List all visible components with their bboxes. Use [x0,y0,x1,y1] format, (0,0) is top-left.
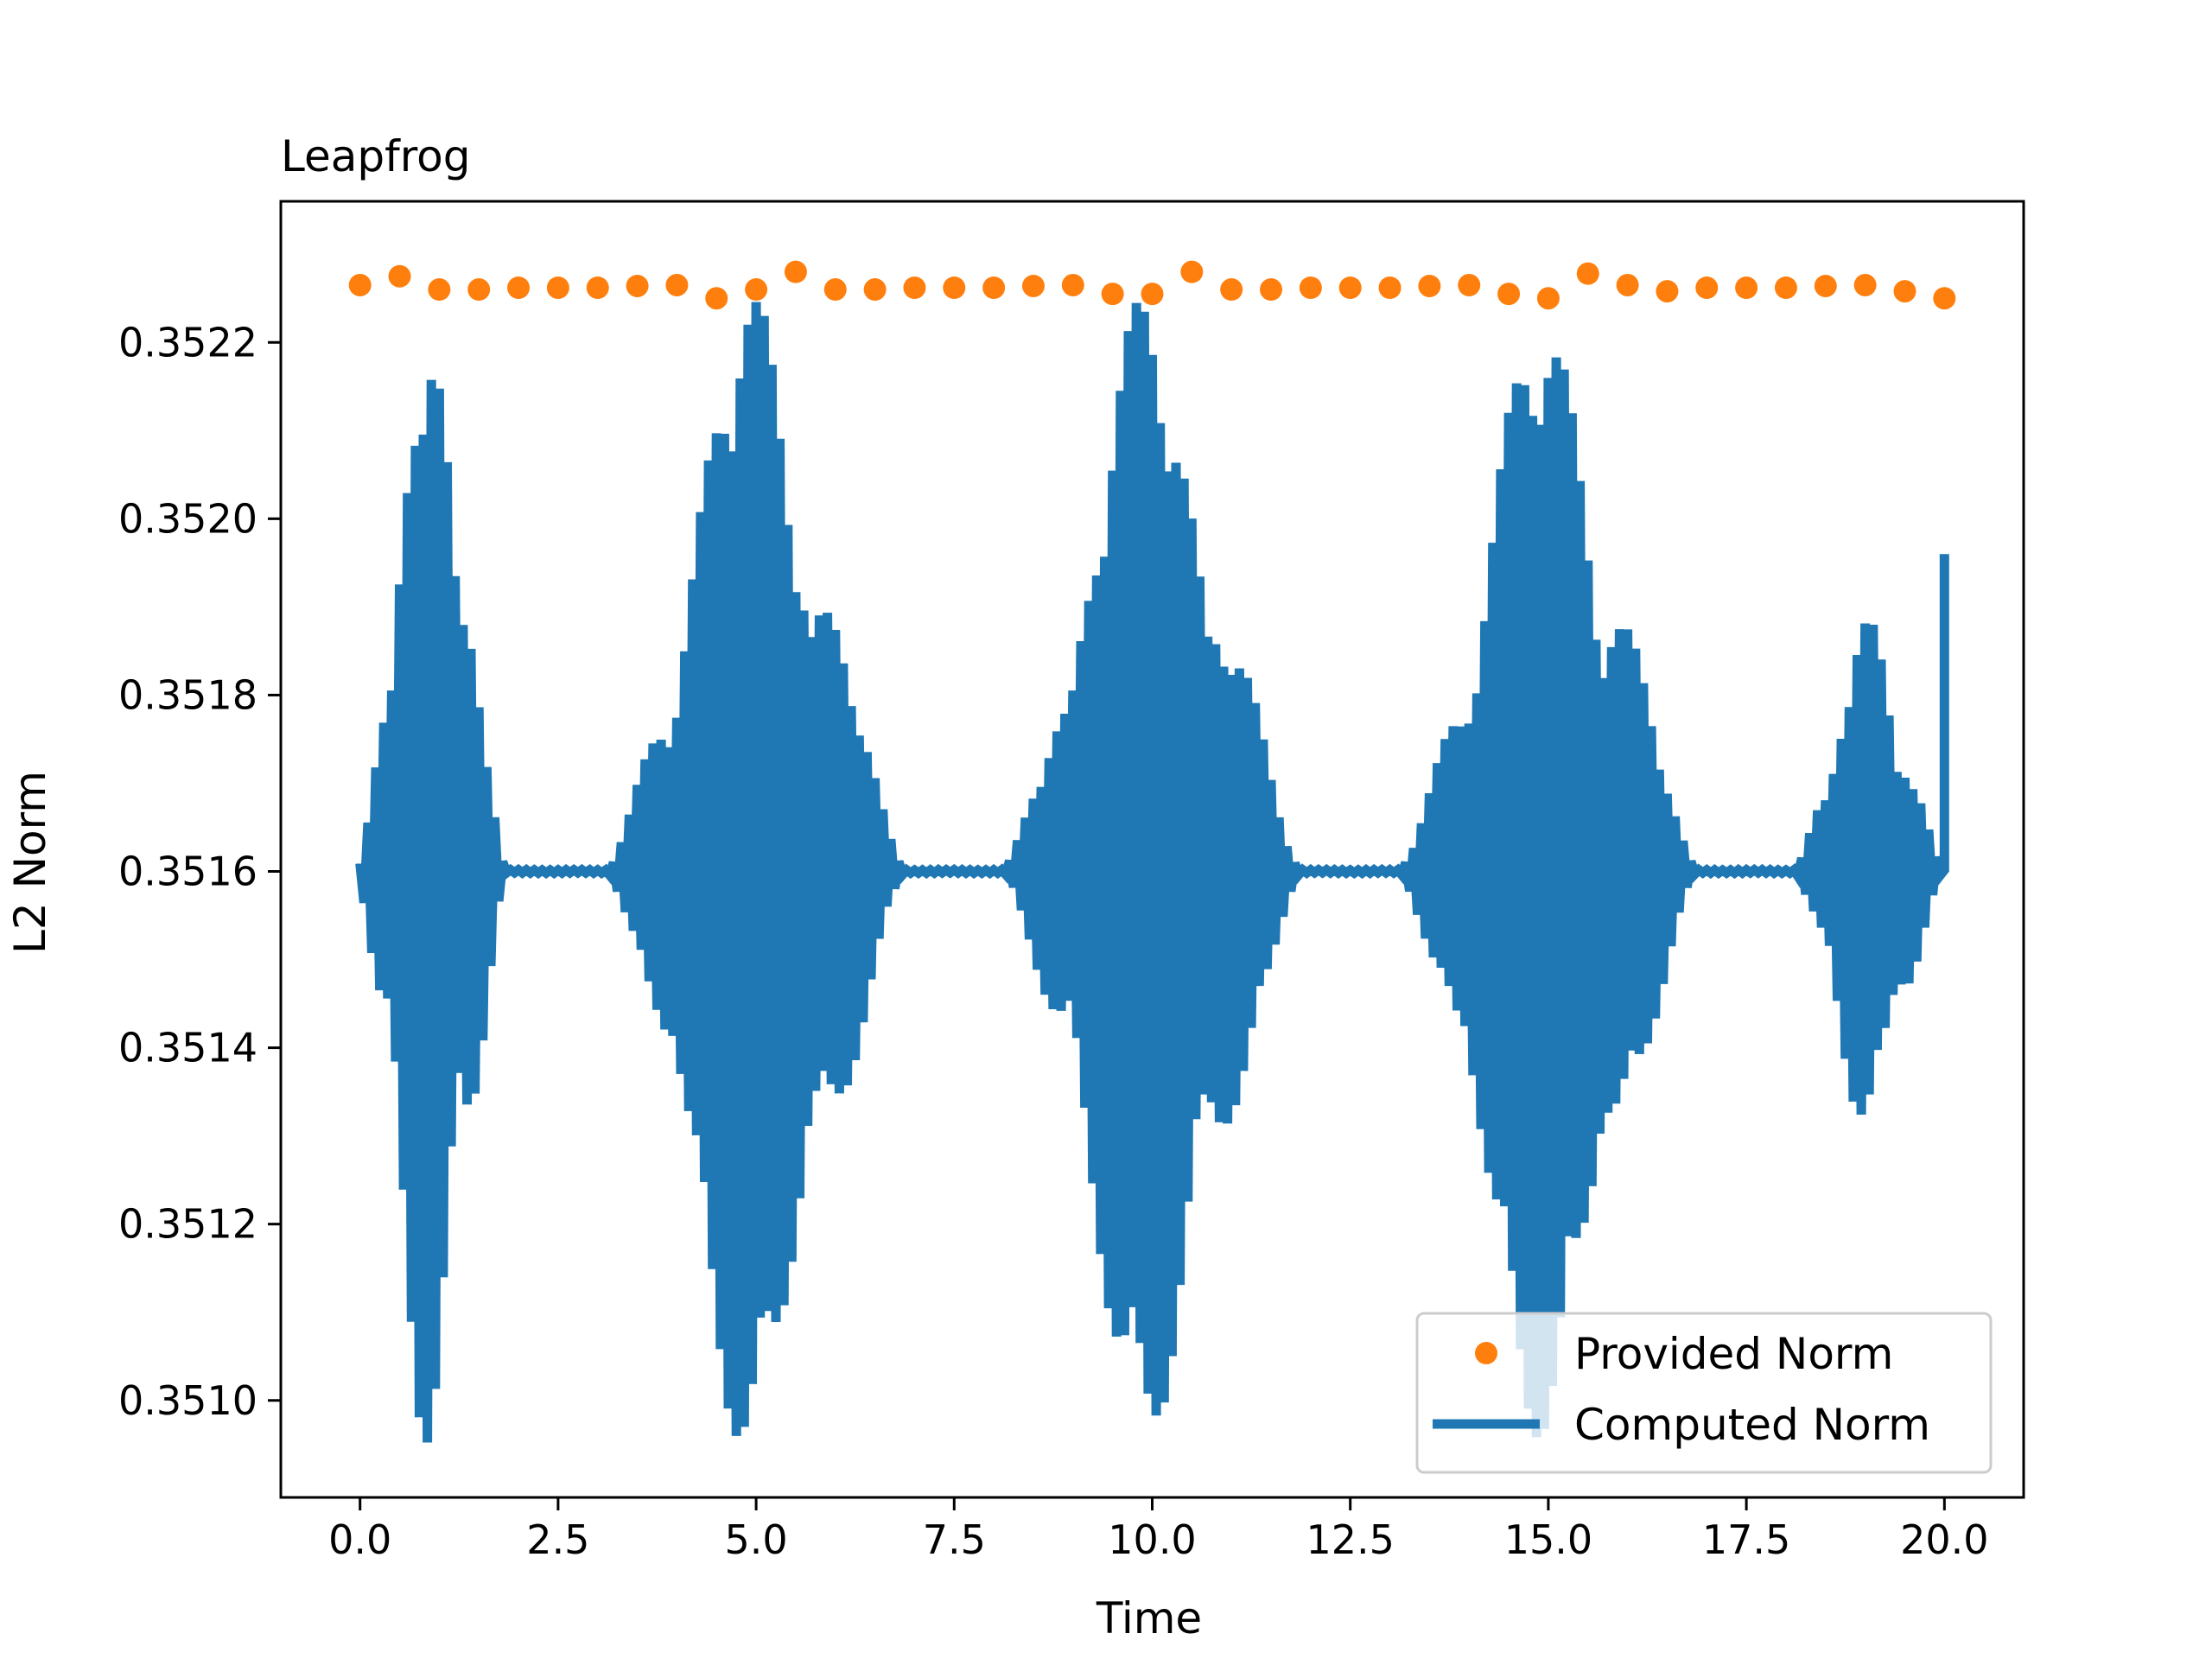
data-point-provided-norm [586,276,609,299]
data-point-provided-norm [428,278,451,302]
data-point-provided-norm [1141,283,1164,306]
x-tick-label: 15.0 [1504,1516,1592,1563]
plot-content [348,260,1956,1443]
data-point-provided-norm [784,260,807,283]
data-point-provided-norm [1101,283,1124,306]
data-point-provided-norm [467,278,491,302]
data-point-provided-norm [1933,287,1956,310]
x-axis-label: Time [1096,1593,1202,1643]
legend-marker-provided-norm [1475,1342,1497,1364]
data-point-provided-norm [665,273,689,296]
data-point-provided-norm [745,278,768,302]
series-line-computed-norm [355,302,1949,1443]
data-point-provided-norm [1260,278,1283,302]
data-point-provided-norm [1180,260,1204,283]
data-point-provided-norm [1735,276,1758,299]
x-tick-label: 2.5 [526,1516,589,1563]
data-point-provided-norm [1338,276,1362,299]
x-tick-label: 5.0 [725,1516,788,1563]
data-point-provided-norm [1299,276,1322,299]
x-tick-label: 0.0 [328,1516,391,1563]
y-tick-label: 0.3522 [118,319,257,365]
data-point-provided-norm [1695,276,1719,299]
data-point-provided-norm [1061,273,1084,296]
y-tick-label: 0.3518 [118,671,257,718]
x-tick-label: 12.5 [1306,1516,1394,1563]
y-tick-label: 0.3520 [118,495,257,542]
data-point-provided-norm [1378,276,1402,299]
x-tick-label: 7.5 [923,1516,986,1563]
data-point-provided-norm [705,287,728,310]
data-point-provided-norm [348,273,372,296]
x-tick-label: 20.0 [1900,1516,1988,1563]
legend-label-provided-norm: Provided Norm [1574,1329,1893,1379]
data-point-provided-norm [1656,280,1679,303]
chart-title: Leapfrog [281,131,471,181]
y-tick-label: 0.3514 [118,1025,257,1071]
legend-box [1415,1312,1993,1474]
axes-layer: 0.0 2.5 5.0 7.5 10.0 12.5 15.0 17.5 20.0 0.3510 0.… [118,200,2025,1563]
data-point-provided-norm [903,276,926,299]
data-point-provided-norm [388,264,411,288]
data-point-provided-norm [1616,273,1639,296]
x-tick-label: 10.0 [1108,1516,1196,1563]
data-point-provided-norm [943,276,966,299]
data-point-provided-norm [1418,274,1441,297]
data-point-provided-norm [1774,276,1797,299]
data-point-provided-norm [1893,280,1916,303]
data-point-provided-norm [982,276,1006,299]
y-axis-label: L2 Norm [5,771,55,954]
data-point-provided-norm [823,278,847,302]
data-point-provided-norm [863,278,887,302]
x-tick-label: 17.5 [1702,1516,1790,1563]
y-tick-label: 0.3516 [118,849,257,895]
y-tick-label: 0.3510 [118,1377,257,1424]
legend: Provided Norm Computed Norm [1415,1312,1993,1474]
data-point-provided-norm [546,276,569,299]
data-point-provided-norm [1220,278,1243,302]
data-point-provided-norm [1853,273,1877,296]
legend-label-computed-norm: Computed Norm [1574,1400,1930,1450]
data-point-provided-norm [1576,262,1599,285]
data-point-provided-norm [1497,283,1521,306]
data-point-provided-norm [1814,274,1837,297]
y-tick-label: 0.3512 [118,1201,257,1248]
data-point-provided-norm [1021,274,1045,297]
data-point-provided-norm [626,274,649,297]
data-point-provided-norm [1458,273,1481,296]
data-point-provided-norm [507,276,531,299]
data-point-provided-norm [1536,287,1560,310]
